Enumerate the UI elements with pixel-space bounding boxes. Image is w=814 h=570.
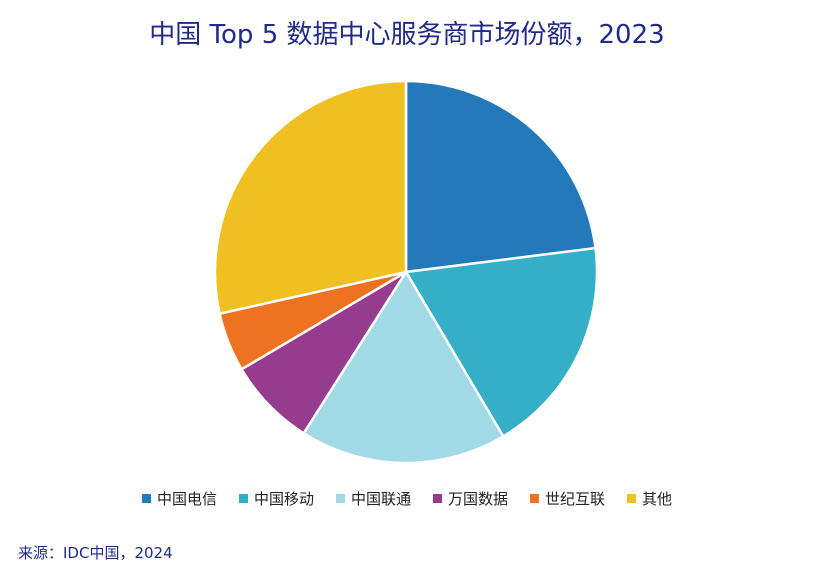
pie-slice-1 — [404, 246, 599, 438]
legend-swatch — [238, 494, 248, 503]
legend-item-21vianet: 世纪互联 — [530, 488, 605, 509]
legend-item-gds: 万国数据 — [433, 488, 508, 509]
legend-swatch — [141, 494, 151, 503]
legend-label: 其他 — [642, 490, 673, 508]
pie-slice-2 — [302, 270, 505, 465]
source-note: 来源：IDC中国，2024 — [18, 544, 173, 562]
legend-label: 万国数据 — [448, 490, 509, 508]
legend-label: 中国移动 — [253, 490, 314, 508]
legend-swatch — [433, 494, 442, 503]
legend: 中国电信 中国移动 中国联通 万国数据 世纪互联 其他 — [0, 488, 814, 509]
pie-slice-0 — [404, 79, 597, 274]
legend-item-china-unicom: 中国联通 — [335, 488, 411, 509]
legend-label: 中国联通 — [350, 490, 411, 508]
legend-label: 中国电信 — [156, 490, 217, 508]
legend-item-china-telecom: 中国电信 — [141, 488, 217, 509]
pie-chart — [213, 79, 599, 465]
legend-label: 世纪互联 — [545, 490, 606, 508]
legend-swatch — [627, 494, 637, 503]
legend-item-others: 其他 — [627, 488, 672, 509]
legend-swatch — [335, 494, 345, 503]
pie-slice-5 — [213, 79, 408, 315]
chart-title: 中国 Top 5 数据中心服务商市场份额，2023 — [149, 20, 665, 50]
legend-swatch — [530, 494, 540, 503]
legend-item-china-mobile: 中国移动 — [238, 488, 314, 509]
